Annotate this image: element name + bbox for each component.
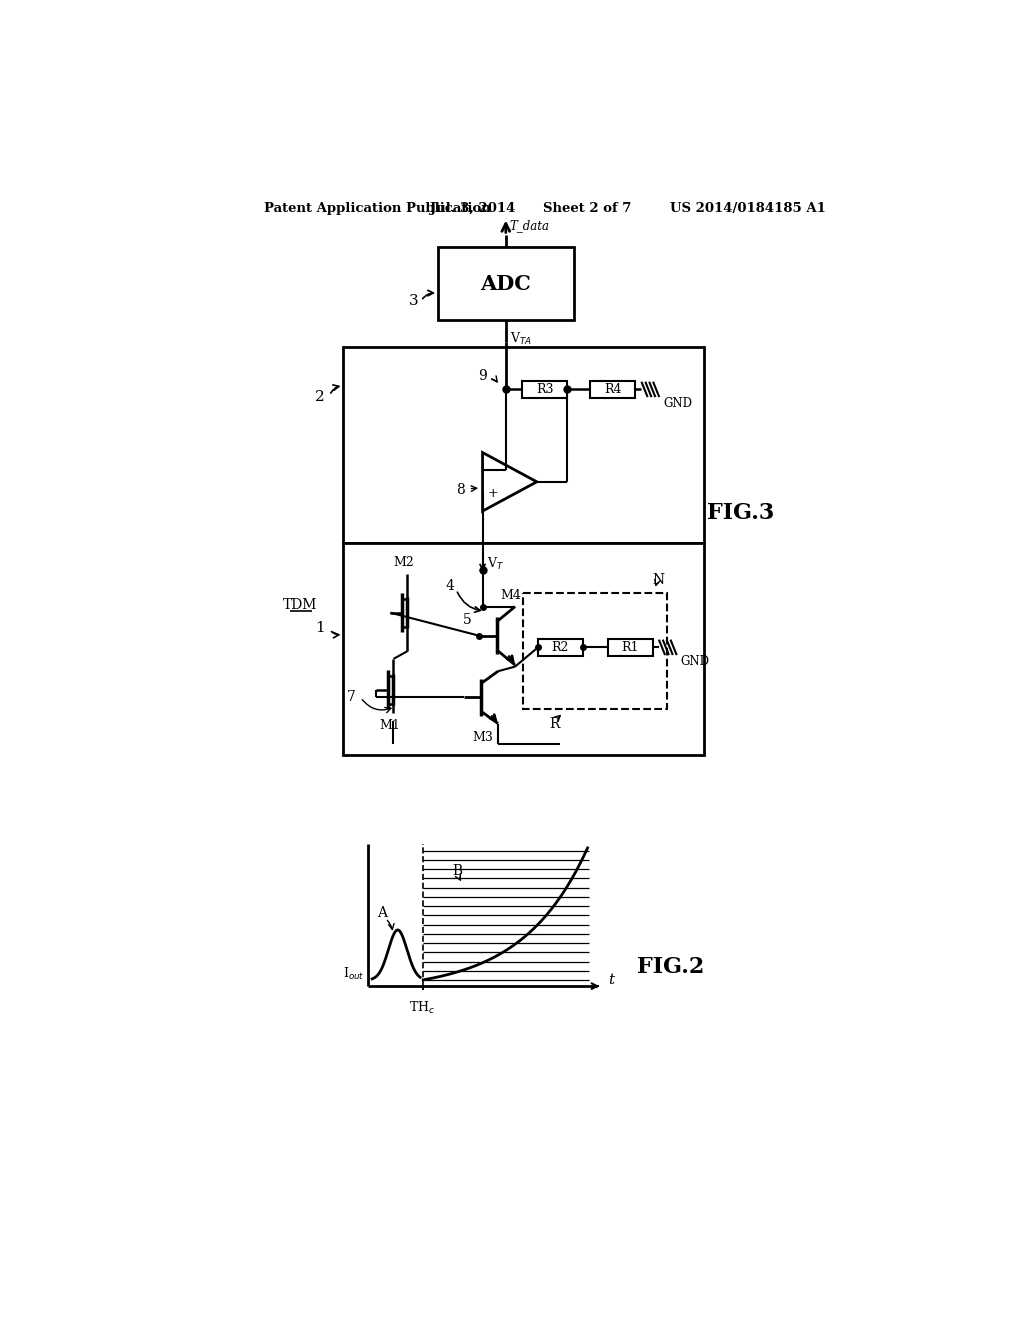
Text: V$_{TA}$: V$_{TA}$ [510,331,532,347]
Text: FIG.2: FIG.2 [637,956,705,978]
Bar [590,381,635,397]
Bar [538,639,583,656]
Text: 9: 9 [478,368,487,383]
Bar [343,347,703,544]
Text: 7: 7 [347,690,355,705]
Text: Jul. 3, 2014: Jul. 3, 2014 [430,202,516,215]
Text: TDM: TDM [283,598,317,612]
Bar [607,639,652,656]
Text: Patent Application Publication: Patent Application Publication [263,202,490,215]
Text: GND: GND [664,397,692,409]
Text: N: N [653,573,665,586]
Text: T_data: T_data [510,219,550,232]
Text: −: − [488,463,499,477]
Text: GND: GND [681,655,710,668]
Text: US 2014/0184185 A1: US 2014/0184185 A1 [671,202,826,215]
Text: t: t [608,973,614,987]
Text: I$_{out}$: I$_{out}$ [343,966,365,982]
Text: R3: R3 [536,383,553,396]
Bar [343,544,703,755]
Text: 2: 2 [315,391,325,404]
Text: ADC: ADC [480,273,531,293]
Text: V$_T$: V$_T$ [487,556,505,573]
Text: Sheet 2 of 7: Sheet 2 of 7 [543,202,631,215]
Text: R2: R2 [552,640,569,653]
Text: M2: M2 [393,556,414,569]
Text: M1: M1 [379,718,400,731]
Text: R1: R1 [622,640,639,653]
Text: FIG.3: FIG.3 [707,502,774,524]
Bar [522,381,567,397]
Text: M4: M4 [501,589,521,602]
Text: 5: 5 [463,614,471,627]
Text: TH$_c$: TH$_c$ [410,1001,435,1016]
Text: A: A [377,906,387,920]
Text: 8: 8 [457,483,465,496]
Text: B: B [453,863,463,878]
Text: +: + [488,487,499,500]
Bar [523,594,667,709]
Text: R4: R4 [604,383,622,396]
Text: R: R [549,717,559,731]
Text: 1: 1 [315,622,325,635]
Text: 4: 4 [445,578,455,593]
Text: 3: 3 [409,294,418,308]
Text: M3: M3 [472,731,493,744]
Bar [438,247,573,321]
